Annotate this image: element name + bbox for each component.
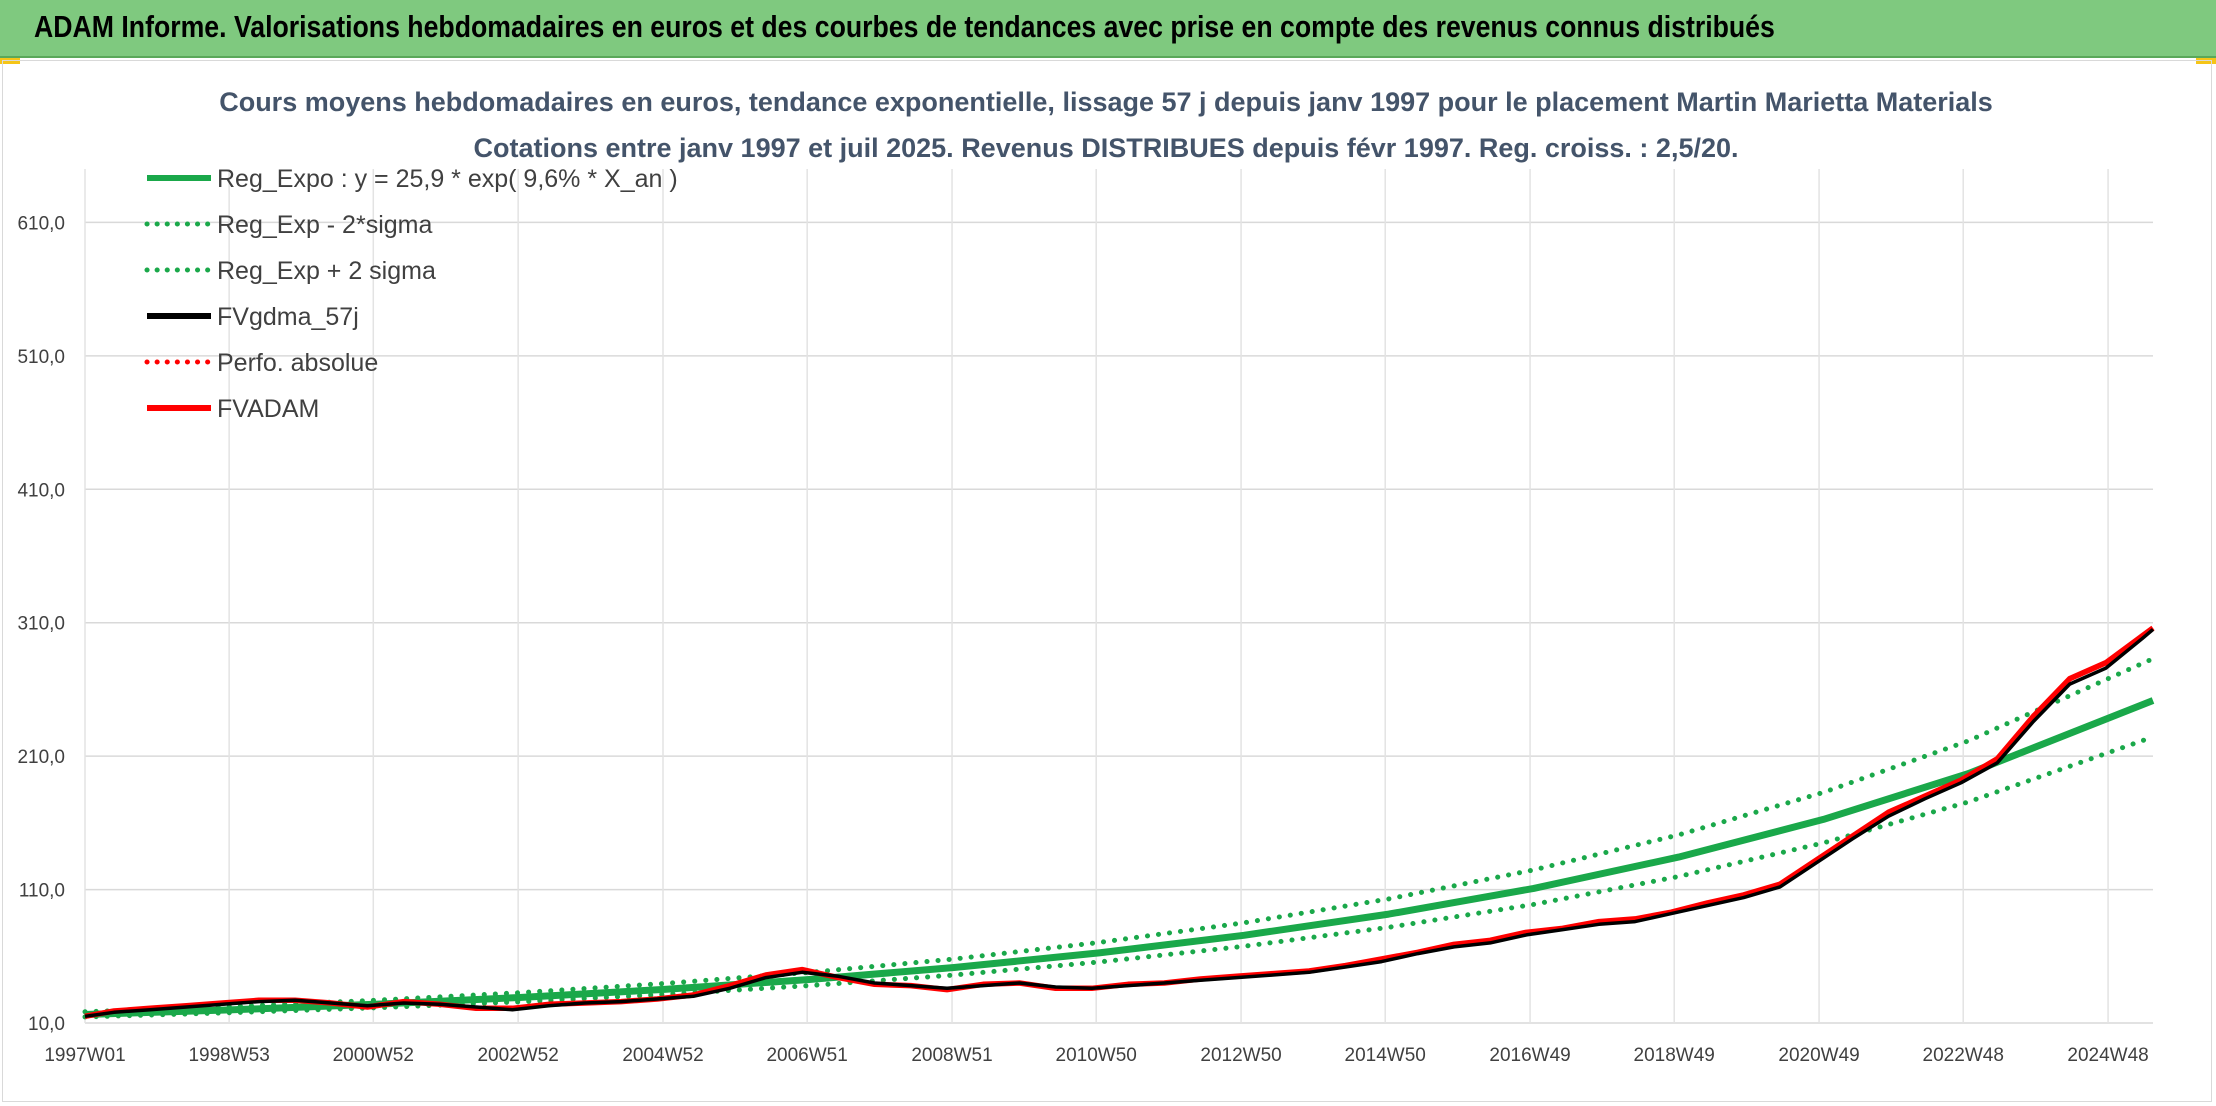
legend-label: Reg_Expo : y = 25,9 * exp( 9,6% * X_an ) bbox=[217, 165, 678, 193]
legend-label: FVgdma_57j bbox=[217, 303, 359, 331]
banner-title: ADAM Informe. Valorisations hebdomadaire… bbox=[34, 9, 1775, 44]
y-tick-label: 510,0 bbox=[17, 347, 65, 368]
y-tick-label: 610,0 bbox=[17, 213, 65, 234]
x-tick-label: 1997W01 bbox=[44, 1045, 125, 1066]
x-tick-label: 2008W51 bbox=[911, 1045, 992, 1066]
y-tick-label: 110,0 bbox=[19, 881, 65, 902]
series-line-3 bbox=[84, 628, 2155, 1019]
x-tick-label: 2014W50 bbox=[1345, 1045, 1426, 1066]
series-line-2 bbox=[82, 656, 2156, 1015]
legend: Reg_Expo : y = 25,9 * exp( 9,6% * X_an )… bbox=[144, 165, 678, 423]
legend-label: Reg_Exp + 2 sigma bbox=[217, 257, 436, 285]
series-line-0 bbox=[84, 697, 2155, 1018]
y-tick-label: 310,0 bbox=[17, 614, 65, 635]
legend-label: Reg_Exp - 2*sigma bbox=[217, 211, 432, 239]
x-tick-label: 2010W50 bbox=[1056, 1045, 1137, 1066]
legend-label: FVADAM bbox=[217, 395, 319, 423]
y-tick-label: 10,0 bbox=[28, 1014, 65, 1035]
line-chart: Cours moyens hebdomadaires en euros, ten… bbox=[17, 87, 2156, 1066]
y-axis-ticks: 10,0 110,0 210,0 310,0 410,0 510,0 610,0 bbox=[17, 213, 65, 1035]
chart-frame: Cours moyens hebdomadaires en euros, ten… bbox=[2, 60, 2212, 1102]
x-tick-label: 2018W49 bbox=[1634, 1045, 1715, 1066]
x-tick-label: 2006W51 bbox=[766, 1045, 847, 1066]
x-tick-label: 2002W52 bbox=[477, 1045, 558, 1066]
y-tick-label: 410,0 bbox=[17, 480, 65, 501]
x-tick-label: 2004W52 bbox=[622, 1045, 703, 1066]
corner-marker-left bbox=[0, 58, 20, 64]
grid bbox=[84, 169, 2153, 1024]
page-banner: ADAM Informe. Valorisations hebdomadaire… bbox=[0, 0, 2216, 58]
x-tick-label: 2020W49 bbox=[1778, 1045, 1859, 1066]
x-tick-label: 2016W49 bbox=[1489, 1045, 1570, 1066]
x-tick-label: 2012W50 bbox=[1200, 1045, 1281, 1066]
series-line-5 bbox=[84, 625, 2155, 1020]
x-tick-label: 2024W48 bbox=[2067, 1045, 2148, 1066]
series-line-1 bbox=[82, 734, 2156, 1020]
chart-subtitle: Cotations entre janv 1997 et juil 2025. … bbox=[474, 133, 1739, 163]
x-tick-label: 1998W53 bbox=[188, 1045, 269, 1066]
legend-label: Perfo. absolue bbox=[217, 349, 378, 377]
chart-title: Cours moyens hebdomadaires en euros, ten… bbox=[219, 87, 1993, 117]
y-tick-label: 210,0 bbox=[17, 747, 65, 768]
x-tick-label: 2000W52 bbox=[333, 1045, 414, 1066]
series-group bbox=[82, 625, 2156, 1020]
x-tick-label: 2022W48 bbox=[1923, 1045, 2004, 1066]
x-axis-ticks: 1997W01 1998W53 2000W52 2002W52 2004W52 2006W… bbox=[44, 1045, 2148, 1066]
corner-marker-right bbox=[2196, 58, 2216, 64]
